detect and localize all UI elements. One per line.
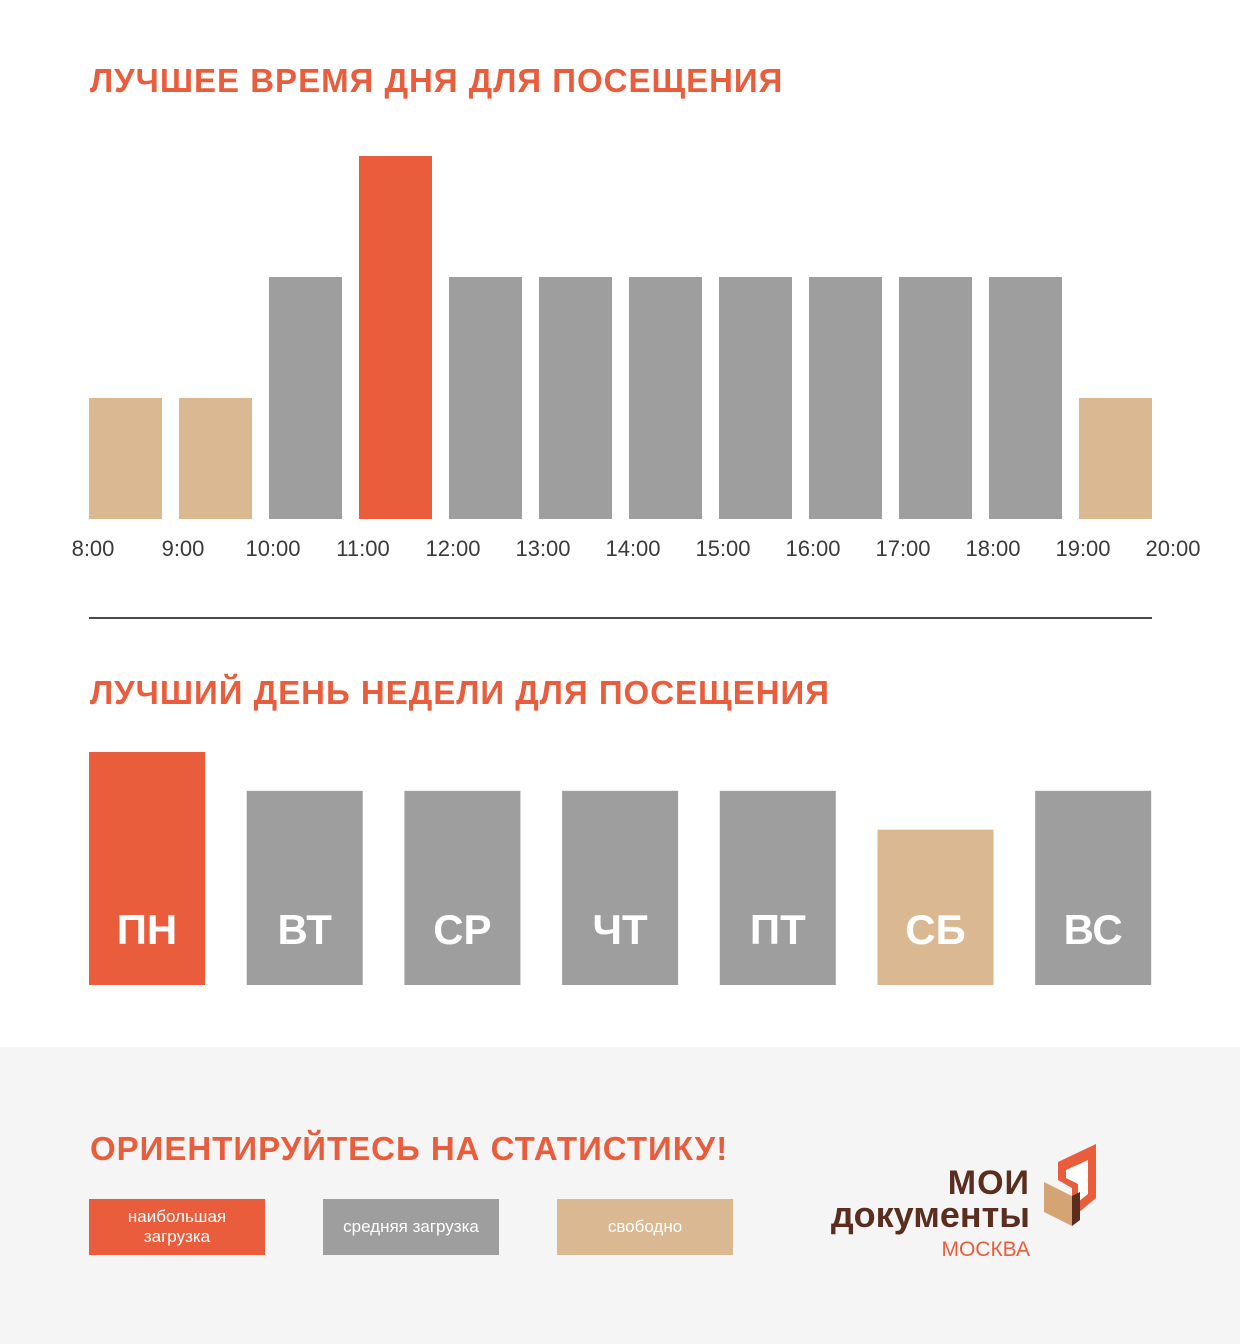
weekday-label: СР bbox=[433, 906, 491, 953]
time-bar bbox=[1079, 398, 1152, 519]
time-tick-label: 13:00 bbox=[515, 536, 570, 561]
legend-free: свободно bbox=[557, 1199, 733, 1255]
time-tick-label: 8:00 bbox=[72, 536, 115, 561]
weekday-label: ЧТ bbox=[593, 906, 649, 953]
weekday-label: ПН bbox=[117, 906, 178, 953]
weekday-bar bbox=[89, 752, 205, 985]
weekday-bar bbox=[404, 790, 521, 985]
time-tick-label: 19:00 bbox=[1055, 536, 1110, 561]
legend-high-load: наибольшая загрузка bbox=[89, 1199, 265, 1255]
logo-line2: документы bbox=[830, 1194, 1030, 1235]
weekday-bar bbox=[877, 829, 994, 985]
weekday-label: СБ bbox=[905, 906, 966, 953]
logo-emblem-icon bbox=[1044, 1144, 1096, 1226]
time-bar bbox=[449, 277, 522, 519]
time-bar bbox=[989, 277, 1062, 519]
time-bar bbox=[629, 277, 702, 519]
footer-title: ОРИЕНТИРУЙТЕСЬ НА СТАТИСТИКУ! bbox=[90, 1130, 729, 1167]
weekday-bar bbox=[562, 790, 679, 985]
logo-city: МОСКВА bbox=[941, 1238, 1030, 1261]
time-tick-label: 18:00 bbox=[965, 536, 1020, 561]
time-bar bbox=[809, 277, 882, 519]
weekday-bar bbox=[719, 790, 836, 985]
time-bar bbox=[269, 277, 342, 519]
time-bar bbox=[359, 156, 432, 519]
weekday-label: ПТ bbox=[750, 906, 806, 953]
weekday-bar bbox=[246, 790, 363, 985]
time-of-day-chart: 8:00 9:00 10:00 11:00 12:00 13:00 14:00 15:00 16… bbox=[72, 156, 1201, 561]
weekday-chart-title: ЛУЧШИЙ ДЕНЬ НЕДЕЛИ ДЛЯ ПОСЕЩЕНИЯ bbox=[90, 674, 830, 711]
moi-dokumenty-logo: МОИ документы МОСКВА bbox=[831, 1140, 1170, 1270]
time-tick-label: 15:00 bbox=[695, 536, 750, 561]
time-chart-title: ЛУЧШЕЕ ВРЕМЯ ДНЯ ДЛЯ ПОСЕЩЕНИЯ bbox=[90, 62, 784, 99]
time-tick-label: 9:00 bbox=[162, 536, 205, 561]
time-tick-label: 17:00 bbox=[875, 536, 930, 561]
weekday-label: ВС bbox=[1064, 906, 1123, 953]
time-tick-label: 20:00 bbox=[1145, 536, 1200, 561]
day-of-week-chart: ПН ВТ СР ЧТ ПТ СБ ВС bbox=[89, 752, 1152, 985]
time-tick-label: 16:00 bbox=[785, 536, 840, 561]
time-tick-label: 12:00 bbox=[425, 536, 480, 561]
legend-medium-load: средняя загрузка bbox=[323, 1199, 499, 1255]
time-bar bbox=[539, 277, 612, 519]
time-bar bbox=[719, 277, 792, 519]
footer-panel bbox=[0, 1047, 1240, 1344]
time-tick-label: 11:00 bbox=[336, 536, 389, 561]
logo-line1: МОИ bbox=[947, 1164, 1030, 1202]
time-bar bbox=[89, 398, 162, 519]
section-divider bbox=[89, 617, 1152, 619]
time-tick-label: 10:00 bbox=[245, 536, 300, 561]
weekday-label: ВТ bbox=[278, 906, 333, 953]
time-tick-label: 14:00 bbox=[605, 536, 660, 561]
time-bar bbox=[899, 277, 972, 519]
weekday-bar bbox=[1035, 790, 1152, 985]
time-bar bbox=[179, 398, 252, 519]
